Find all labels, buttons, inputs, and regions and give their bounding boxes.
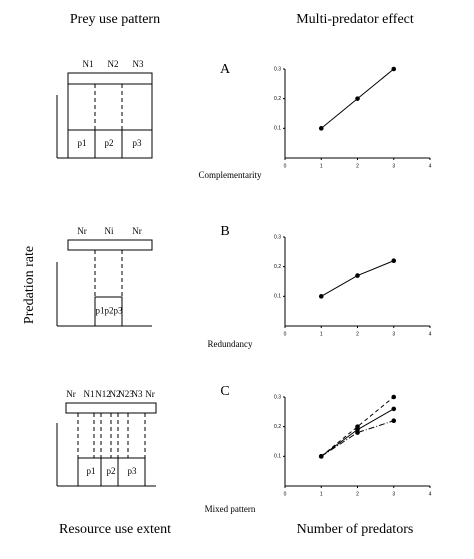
resource-label: N3 — [133, 59, 144, 69]
x-tick-label: 1 — [320, 491, 323, 497]
x-tick-label: 3 — [392, 331, 395, 337]
x-tick-label: 3 — [392, 163, 395, 169]
use-label: p3 — [133, 138, 143, 148]
resource-label: Nr — [77, 226, 87, 236]
resource-label: N23 — [118, 389, 134, 399]
x-tick-label: 2 — [356, 331, 359, 337]
y-tick-label: 0.3 — [274, 234, 281, 240]
use-label: p1p2p3 — [96, 306, 124, 316]
y-tick-label: 0.2 — [274, 424, 281, 430]
series-line — [320, 420, 394, 457]
y-tick-label: 0.3 — [274, 394, 281, 400]
x-tick-label: 3 — [392, 491, 395, 497]
resource-label: Ni — [105, 226, 114, 236]
use-label: p2 — [105, 138, 114, 148]
point — [318, 454, 324, 459]
panel-letter: A — [220, 62, 231, 77]
y-tick-label: 0.2 — [274, 96, 281, 102]
left-title: Prey use pattern — [70, 12, 160, 27]
point — [391, 394, 397, 400]
right-title: Multi-predator effect — [296, 12, 414, 27]
point — [391, 66, 397, 72]
y-label: Predation rate — [22, 246, 37, 324]
resource-label: N3 — [132, 389, 143, 399]
point — [318, 294, 324, 299]
point — [355, 96, 360, 101]
resource-box — [65, 402, 157, 414]
y-tick-label: 0.2 — [274, 264, 281, 270]
point — [318, 126, 324, 131]
y-tick-label: 0.1 — [274, 454, 281, 460]
x-tick-label: 4 — [429, 163, 432, 169]
x-tick-label: 0 — [284, 163, 287, 169]
x-tick-label: 4 — [429, 491, 432, 497]
left-footer: Resource use extent — [59, 522, 171, 537]
right-footer: Number of predators — [297, 522, 414, 537]
x-axis-label: Mixed pattern — [205, 504, 256, 514]
panel-letter: C — [220, 384, 229, 399]
x-tick-label: 0 — [284, 331, 287, 337]
resource-label: N1 — [83, 59, 94, 69]
resource-box — [67, 239, 153, 251]
x-axis-label: Redundancy — [208, 339, 253, 349]
point — [355, 273, 360, 278]
x-tick-label: 2 — [356, 491, 359, 497]
y-tick-label: 0.1 — [274, 126, 281, 132]
y-tick-label: 0.3 — [274, 66, 281, 72]
x-axis-label: Complementarity — [199, 170, 262, 180]
x-tick-label: 1 — [320, 331, 323, 337]
point — [355, 430, 360, 435]
use-label: p1 — [87, 466, 96, 476]
panel-letter: B — [220, 224, 229, 239]
series-line — [320, 396, 395, 457]
point — [391, 406, 397, 412]
use-label: p1 — [78, 138, 87, 148]
resource-label: Nr — [66, 389, 76, 399]
use-label: p2 — [107, 466, 116, 476]
point — [391, 258, 397, 264]
resource-label: Nr — [132, 226, 142, 236]
series-line — [321, 260, 394, 297]
resource-label: N2 — [108, 59, 119, 69]
x-tick-label: 4 — [429, 331, 432, 337]
x-tick-label: 2 — [356, 163, 359, 169]
resource-label: N1 — [84, 389, 95, 399]
resource-label: N2 — [110, 389, 121, 399]
y-tick-label: 0.1 — [274, 294, 281, 300]
use-label: p3 — [128, 466, 138, 476]
resource-label: Nr — [145, 389, 155, 399]
resource-box — [67, 72, 153, 85]
x-tick-label: 1 — [320, 163, 323, 169]
x-tick-label: 0 — [284, 491, 287, 497]
point — [391, 418, 397, 424]
resource-label: N12 — [95, 389, 111, 399]
